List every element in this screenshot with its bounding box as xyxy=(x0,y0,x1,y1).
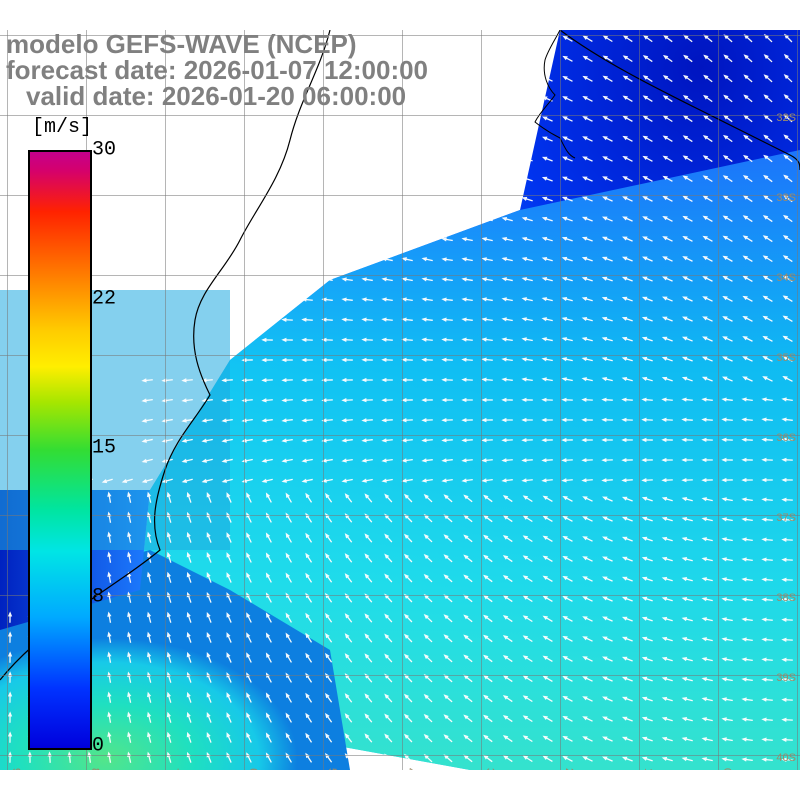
colorbar-unit-label: [m/s] xyxy=(32,116,92,139)
colorbar-tick-0: 0 xyxy=(92,735,104,758)
wind-speed-map: 9W 8W 7W 6W 5W 4W 3W 2W 1W 0 32S 33S 34S… xyxy=(0,0,800,800)
plot-area: 9W 8W 7W 6W 5W 4W 3W 2W 1W 0 32S 33S 34S… xyxy=(0,30,800,770)
wind-vector-field xyxy=(0,30,800,770)
colorbar-tick-8: 8 xyxy=(92,586,104,609)
colorbar-tick-15: 15 xyxy=(92,437,116,460)
colorbar-legend: [m/s] 30 22 15 8 0 xyxy=(14,118,90,750)
colorbar-tick-30: 30 xyxy=(92,139,116,162)
colorbar-tick-22: 22 xyxy=(92,288,116,311)
colorbar-gradient xyxy=(28,150,92,750)
